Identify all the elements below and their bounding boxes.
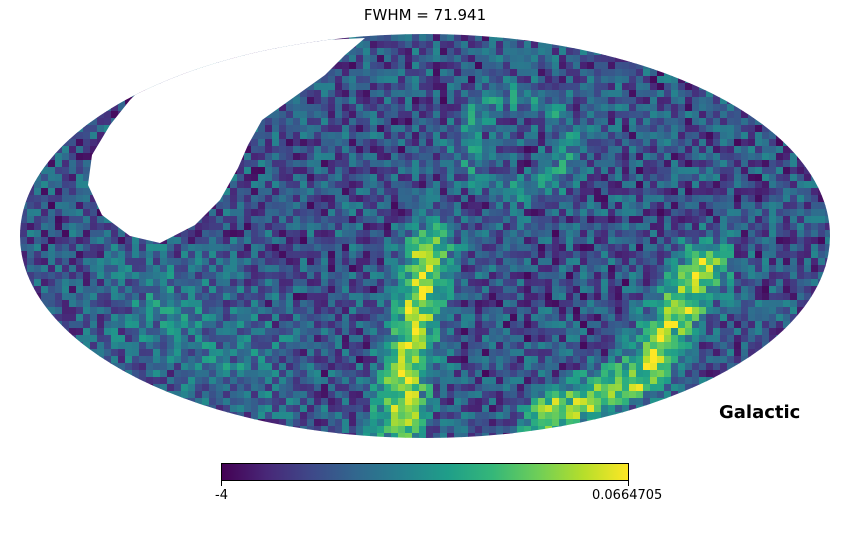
colorbar xyxy=(221,463,629,481)
colorbar-max-tick xyxy=(628,481,629,486)
colorbar-min-label: -4 xyxy=(215,488,228,503)
masked-region xyxy=(88,38,365,243)
plot-title: FWHM = 71.941 xyxy=(363,6,487,24)
coordinate-system-label: Galactic xyxy=(719,402,801,423)
colorbar-max-label: 0.0664705 xyxy=(592,488,663,503)
colorbar-min-tick xyxy=(221,481,222,486)
